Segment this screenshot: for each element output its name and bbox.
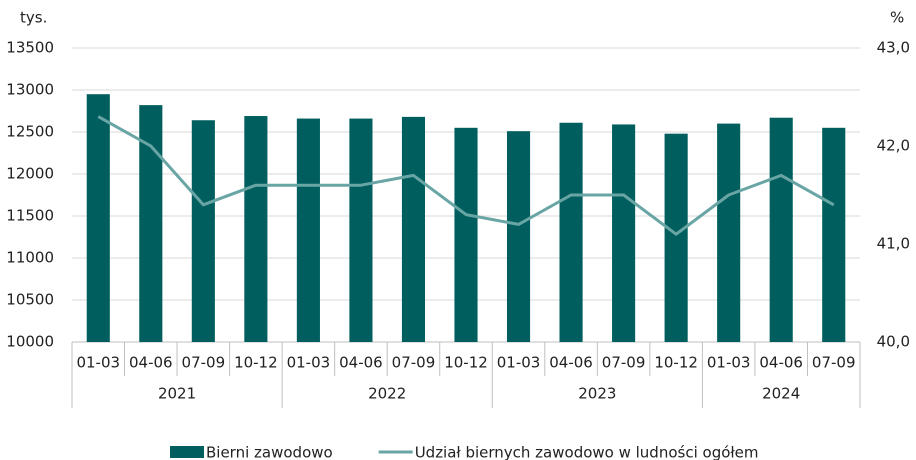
y2-tick-label: 40,0 <box>877 333 910 351</box>
line <box>97 115 835 236</box>
bar <box>139 105 163 343</box>
bar <box>454 127 478 342</box>
y2-tick-label: 41,0 <box>877 235 910 253</box>
bar <box>349 118 373 342</box>
bar <box>401 116 426 342</box>
legend-swatch <box>170 446 204 458</box>
bar <box>717 123 741 342</box>
x-tick-label: 10-12 <box>654 354 698 372</box>
bar <box>769 117 793 342</box>
y-unit: tys. <box>20 9 47 27</box>
x-tick-label: 07-09 <box>392 354 436 372</box>
group-label: 2023 <box>578 385 616 403</box>
y-tick-label: 11500 <box>6 207 54 225</box>
x-tick-label: 07-09 <box>812 354 856 372</box>
y2-unit: % <box>890 9 904 27</box>
y-tick-label: 12500 <box>6 123 54 141</box>
bar <box>191 120 215 343</box>
bar <box>664 133 688 342</box>
legend-label: Udział biernych zawodowo w ludności ogół… <box>415 444 759 460</box>
bar <box>244 116 268 342</box>
bar <box>296 118 320 342</box>
x-tick-label: 07-09 <box>602 354 646 372</box>
y2-tick-label: 42,0 <box>877 137 910 155</box>
x-tick-label: 10-12 <box>234 354 278 372</box>
y-tick-label: 13000 <box>6 81 54 99</box>
x-tick-label: 01-03 <box>287 354 331 372</box>
x-tick-label: 04-06 <box>129 354 173 372</box>
bar <box>612 124 636 342</box>
x-tick-label: 01-03 <box>707 354 751 372</box>
y-tick-label: 10000 <box>6 333 54 351</box>
x-tick-label: 01-03 <box>497 354 541 372</box>
group-label: 2021 <box>158 385 196 403</box>
x-tick-label: 10-12 <box>444 354 488 372</box>
legend-label: Bierni zawodowo <box>206 444 333 460</box>
y-tick-label: 13500 <box>6 39 54 57</box>
x-tick-label: 04-06 <box>339 354 383 372</box>
y-tick-label: 11000 <box>6 249 54 267</box>
x-tick-label: 04-06 <box>549 354 593 372</box>
group-label: 2022 <box>368 385 406 403</box>
y2-tick-label: 43,0 <box>877 39 910 57</box>
y-tick-label: 12000 <box>6 165 54 183</box>
bar <box>506 131 531 342</box>
bar <box>86 94 110 342</box>
y-tick-label: 10500 <box>6 291 54 309</box>
bar <box>822 127 846 342</box>
x-tick-label: 01-03 <box>76 354 120 372</box>
x-tick-label: 04-06 <box>759 354 803 372</box>
group-label: 2024 <box>762 385 800 403</box>
x-tick-label: 07-09 <box>182 354 226 372</box>
bar <box>559 122 583 342</box>
